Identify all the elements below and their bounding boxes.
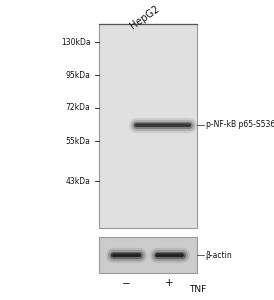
Text: 95kDa: 95kDa	[65, 70, 90, 80]
Text: −: −	[122, 278, 131, 289]
Text: 130kDa: 130kDa	[61, 38, 90, 47]
Text: β-actin: β-actin	[206, 250, 232, 260]
Bar	[99, 237, 197, 273]
Text: 55kDa: 55kDa	[65, 137, 90, 146]
Text: 43kDa: 43kDa	[65, 177, 90, 186]
Text: HepG2: HepG2	[129, 3, 162, 31]
Text: 72kDa: 72kDa	[66, 103, 90, 112]
Text: +: +	[165, 278, 174, 289]
Text: TNF: TNF	[189, 285, 206, 294]
Text: p-NF-kB p65-S536: p-NF-kB p65-S536	[206, 121, 274, 130]
Bar	[99, 24, 197, 228]
